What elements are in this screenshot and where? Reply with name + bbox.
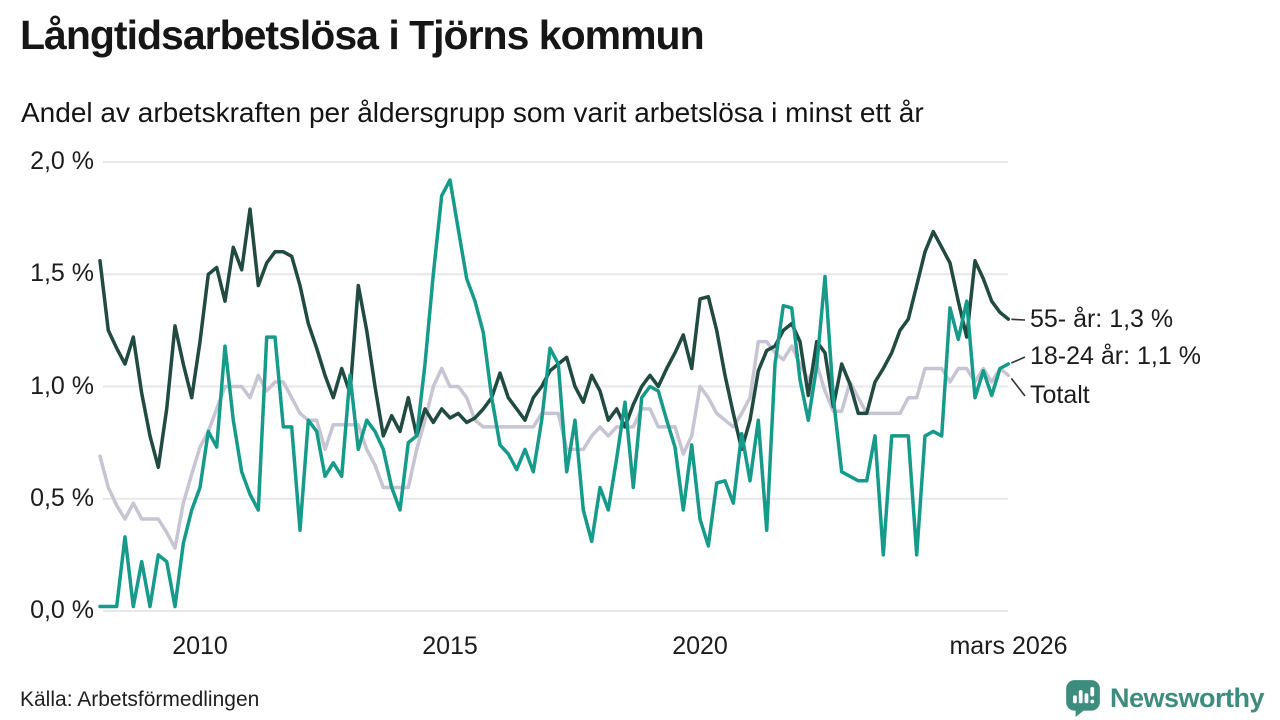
newsworthy-logo: Newsworthy bbox=[1064, 678, 1265, 718]
series-line-55-ar bbox=[98, 207, 1011, 470]
page-title: Långtidsarbetslösa i Tjörns kommun bbox=[20, 12, 705, 58]
series-end-label: Totalt bbox=[1030, 381, 1090, 409]
series-end-label: 18-24 år: 1,1 % bbox=[1030, 342, 1201, 370]
x-axis-tick-label: 2015 bbox=[422, 632, 478, 660]
y-axis-tick-label: 1,0 % bbox=[30, 371, 94, 400]
y-axis-tick-label: 2,0 % bbox=[30, 147, 94, 175]
x-axis-tick-label: 2010 bbox=[172, 632, 228, 660]
newsworthy-wordmark: Newsworthy bbox=[1109, 682, 1265, 713]
end-label-connector bbox=[1011, 318, 1026, 321]
newsworthy-speech-bubble-bar-chart-icon bbox=[1066, 680, 1100, 717]
x-axis-tick-label: 2020 bbox=[672, 632, 728, 660]
y-axis-tick-label: 0,0 % bbox=[30, 596, 94, 624]
end-label-connector bbox=[1011, 356, 1026, 364]
line-chart-plot bbox=[98, 161, 1026, 612]
page-subtitle: Andel av arbetskraften per åldersgrupp s… bbox=[21, 97, 924, 128]
end-label-connector bbox=[1010, 377, 1026, 397]
chart-area bbox=[0, 140, 1280, 680]
series-end-label: 55- år: 1,3 % bbox=[1030, 305, 1174, 333]
x-axis-tick-label: mars 2026 bbox=[949, 632, 1068, 660]
y-axis-tick-label: 0,5 % bbox=[30, 483, 94, 512]
series-line-totalt bbox=[98, 339, 1011, 550]
series-line-18-24-ar bbox=[98, 178, 1011, 609]
y-axis-tick-label: 1,5 % bbox=[30, 259, 94, 288]
source-note: Källa: Arbetsförmedlingen bbox=[20, 688, 260, 711]
